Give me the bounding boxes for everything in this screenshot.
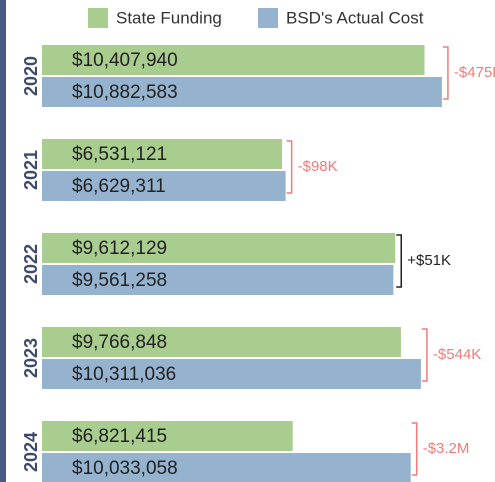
bar — [42, 45, 425, 75]
year-label: 2023 — [21, 338, 41, 378]
bar — [42, 139, 283, 169]
value-label: $10,407,940 — [72, 50, 178, 71]
value-label: $9,766,848 — [72, 332, 167, 353]
value-label: $10,311,036 — [72, 364, 176, 385]
bracket — [396, 234, 402, 288]
difference-label: -$98K — [298, 158, 338, 175]
bar — [42, 453, 411, 482]
value-label: $6,629,311 — [72, 176, 166, 197]
year-label: 2021 — [21, 150, 41, 190]
bracket — [421, 328, 428, 382]
left-stripe — [0, 0, 6, 482]
bracket — [286, 140, 293, 194]
bracket — [411, 422, 418, 476]
year-label: 2020 — [21, 56, 41, 96]
legend-swatch — [258, 8, 278, 28]
value-label: $10,882,583 — [72, 82, 178, 103]
legend-swatch — [88, 8, 108, 28]
difference-label: +$51K — [407, 252, 451, 269]
bar — [42, 77, 442, 107]
legend-label: State Funding — [116, 8, 222, 27]
difference-label: -$544K — [433, 346, 481, 363]
value-label: $6,821,415 — [72, 426, 167, 447]
difference-label: -$3.2M — [423, 440, 470, 457]
value-label: $6,531,121 — [72, 144, 167, 165]
bar — [42, 233, 396, 263]
bar — [42, 327, 401, 357]
legend-label: BSD's Actual Cost — [286, 8, 424, 27]
bar — [42, 265, 394, 295]
bar — [42, 359, 421, 389]
value-label: $9,561,258 — [72, 270, 167, 291]
bar — [42, 421, 293, 451]
difference-label: -$475K — [454, 64, 495, 81]
year-label: 2022 — [21, 244, 41, 284]
value-label: $9,612,129 — [72, 238, 167, 259]
year-label: 2024 — [21, 432, 41, 472]
bar — [42, 171, 286, 201]
value-label: $10,033,058 — [72, 458, 178, 479]
bracket — [442, 46, 449, 100]
